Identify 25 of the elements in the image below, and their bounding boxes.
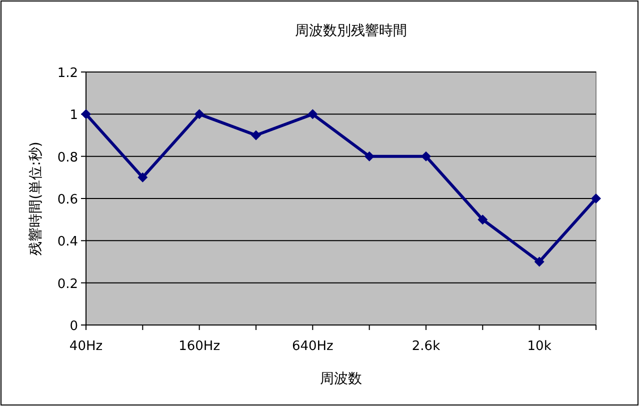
x-axis-title: 周波数 bbox=[320, 371, 362, 387]
point bbox=[194, 109, 204, 120]
x-tick-label: 2.6k bbox=[412, 339, 441, 354]
y-tick-label: 0.2 bbox=[57, 276, 78, 292]
point bbox=[364, 151, 374, 162]
y-axis-title: 残響時間(単位:秒) bbox=[28, 142, 44, 256]
point bbox=[421, 151, 431, 162]
point bbox=[81, 109, 91, 120]
y-tick-label: 0.8 bbox=[57, 150, 78, 166]
x-tick-label: 10k bbox=[527, 339, 552, 354]
point bbox=[534, 256, 544, 267]
y-tick-label: 0.6 bbox=[57, 192, 78, 208]
point bbox=[251, 130, 261, 140]
chart-title: 周波数別残響時間 bbox=[295, 23, 407, 39]
y-tick-label: 1 bbox=[70, 108, 78, 124]
x-tick-label: 640Hz bbox=[292, 339, 334, 354]
x-tick-label: 160Hz bbox=[178, 339, 220, 354]
x-tick-label: 40Hz bbox=[69, 339, 103, 354]
point bbox=[138, 172, 148, 182]
y-tick-label: 0 bbox=[70, 319, 78, 334]
y-tick-label: 1.2 bbox=[57, 66, 78, 81]
point bbox=[591, 194, 601, 204]
y-tick-label: 0.4 bbox=[57, 234, 78, 250]
point bbox=[478, 214, 488, 225]
point bbox=[308, 109, 318, 120]
